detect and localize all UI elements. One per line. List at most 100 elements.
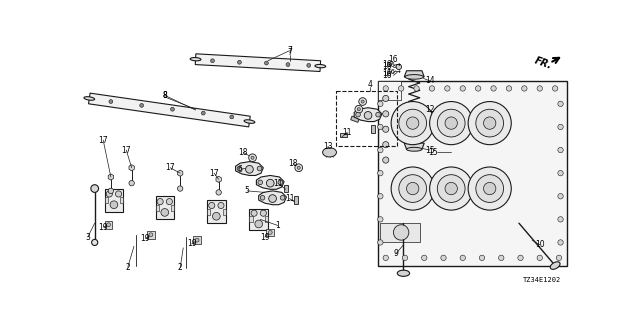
Circle shape bbox=[237, 60, 241, 64]
Circle shape bbox=[522, 86, 527, 91]
Polygon shape bbox=[265, 216, 268, 222]
Circle shape bbox=[251, 156, 254, 159]
Text: 8: 8 bbox=[163, 91, 167, 100]
Text: 14: 14 bbox=[425, 76, 435, 85]
Polygon shape bbox=[223, 209, 225, 215]
Circle shape bbox=[295, 164, 303, 172]
Circle shape bbox=[357, 108, 360, 111]
Circle shape bbox=[403, 255, 408, 260]
Ellipse shape bbox=[323, 148, 337, 157]
Circle shape bbox=[106, 191, 113, 197]
Polygon shape bbox=[177, 170, 183, 176]
Polygon shape bbox=[193, 236, 201, 244]
Circle shape bbox=[479, 255, 484, 260]
Circle shape bbox=[429, 167, 473, 210]
Text: 17: 17 bbox=[99, 136, 108, 145]
Circle shape bbox=[445, 117, 458, 129]
Circle shape bbox=[278, 180, 283, 185]
Circle shape bbox=[115, 191, 122, 197]
Circle shape bbox=[260, 210, 266, 216]
Text: 15: 15 bbox=[428, 148, 438, 157]
Text: 16: 16 bbox=[388, 55, 398, 64]
Text: 7: 7 bbox=[287, 48, 292, 57]
Text: 19: 19 bbox=[141, 234, 150, 243]
Circle shape bbox=[476, 109, 504, 137]
Circle shape bbox=[264, 61, 268, 65]
Circle shape bbox=[249, 154, 257, 162]
Polygon shape bbox=[147, 231, 155, 239]
Text: 7: 7 bbox=[287, 46, 292, 55]
Circle shape bbox=[399, 109, 427, 137]
Circle shape bbox=[246, 165, 253, 173]
Circle shape bbox=[378, 101, 383, 107]
Circle shape bbox=[468, 167, 511, 210]
Polygon shape bbox=[294, 196, 298, 204]
Circle shape bbox=[108, 188, 113, 194]
Circle shape bbox=[394, 225, 409, 240]
Ellipse shape bbox=[315, 64, 326, 68]
Polygon shape bbox=[156, 205, 159, 211]
Circle shape bbox=[260, 196, 265, 200]
Circle shape bbox=[406, 182, 419, 195]
Circle shape bbox=[383, 86, 388, 91]
Polygon shape bbox=[120, 197, 123, 203]
Circle shape bbox=[399, 175, 427, 203]
Circle shape bbox=[212, 212, 220, 220]
Text: 18: 18 bbox=[289, 159, 298, 168]
Circle shape bbox=[202, 111, 205, 115]
Text: 16→: 16→ bbox=[386, 61, 401, 68]
Text: 2: 2 bbox=[125, 263, 130, 272]
Polygon shape bbox=[216, 176, 221, 182]
Polygon shape bbox=[236, 162, 263, 175]
Circle shape bbox=[140, 103, 143, 107]
Polygon shape bbox=[351, 116, 359, 122]
Circle shape bbox=[460, 255, 465, 260]
Circle shape bbox=[396, 64, 401, 69]
Circle shape bbox=[437, 109, 465, 137]
Circle shape bbox=[166, 198, 172, 205]
Text: 12: 12 bbox=[425, 105, 435, 114]
Circle shape bbox=[170, 107, 174, 111]
Circle shape bbox=[383, 111, 389, 117]
Text: 5: 5 bbox=[244, 186, 250, 195]
Circle shape bbox=[422, 255, 427, 260]
Circle shape bbox=[378, 171, 383, 176]
Text: TZ34E1202: TZ34E1202 bbox=[523, 277, 561, 283]
Polygon shape bbox=[404, 143, 424, 149]
Circle shape bbox=[537, 86, 543, 91]
Circle shape bbox=[91, 185, 99, 192]
Circle shape bbox=[476, 175, 504, 203]
Text: 1: 1 bbox=[276, 221, 280, 230]
Circle shape bbox=[355, 105, 363, 113]
Polygon shape bbox=[259, 191, 287, 205]
Circle shape bbox=[161, 209, 168, 216]
Polygon shape bbox=[378, 81, 401, 100]
Circle shape bbox=[445, 182, 458, 195]
Text: 10: 10 bbox=[535, 240, 545, 249]
Circle shape bbox=[558, 101, 563, 107]
Circle shape bbox=[383, 157, 389, 163]
Polygon shape bbox=[340, 133, 348, 137]
Circle shape bbox=[391, 101, 435, 145]
Circle shape bbox=[383, 255, 388, 260]
Circle shape bbox=[92, 239, 98, 245]
Circle shape bbox=[558, 147, 563, 153]
Circle shape bbox=[437, 175, 465, 203]
Circle shape bbox=[484, 182, 496, 195]
Circle shape bbox=[383, 126, 389, 132]
Circle shape bbox=[518, 255, 523, 260]
Circle shape bbox=[257, 166, 262, 171]
Text: 15: 15 bbox=[425, 146, 435, 155]
Circle shape bbox=[307, 63, 310, 67]
Circle shape bbox=[558, 240, 563, 245]
Circle shape bbox=[441, 255, 446, 260]
Circle shape bbox=[378, 240, 383, 245]
Circle shape bbox=[484, 117, 496, 129]
Circle shape bbox=[406, 117, 419, 129]
Circle shape bbox=[230, 115, 234, 119]
Circle shape bbox=[195, 238, 199, 242]
Circle shape bbox=[558, 124, 563, 130]
Text: 3: 3 bbox=[85, 233, 90, 242]
Circle shape bbox=[378, 194, 383, 199]
Circle shape bbox=[211, 59, 214, 63]
